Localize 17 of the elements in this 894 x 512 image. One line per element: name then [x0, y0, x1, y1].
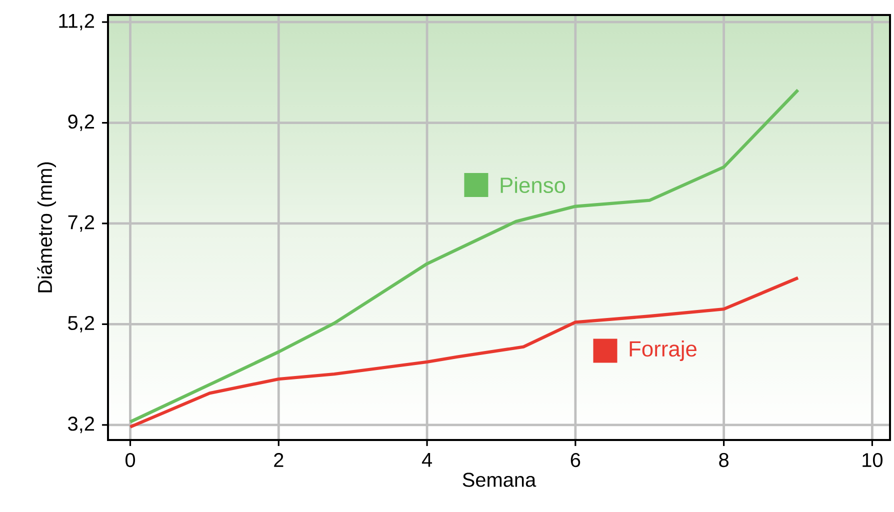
- y-tick-label: 9,2: [68, 114, 94, 132]
- x-tick-label: 10: [862, 453, 883, 468]
- legend-label: Forraje: [630, 340, 696, 361]
- y-tick-label: 11,2: [59, 14, 94, 30]
- x-tick-label: 8: [719, 453, 728, 468]
- line-series: [128, 276, 800, 428]
- x-tick-label: 2: [274, 453, 284, 467]
- x-tick-label: 4: [422, 453, 432, 467]
- x-tick-label: 6: [570, 453, 580, 468]
- line-series: [128, 88, 800, 424]
- y-axis-title: Diámetro (mm): [37, 162, 56, 292]
- x-tick-label: 0: [125, 453, 136, 468]
- y-tick-label: 7,2: [68, 215, 94, 232]
- legend-label: Pienso: [500, 176, 566, 194]
- y-tick-label: 5,2: [68, 316, 94, 332]
- x-axis-title: Semana: [462, 472, 536, 487]
- y-tick-label: 3,2: [68, 416, 94, 434]
